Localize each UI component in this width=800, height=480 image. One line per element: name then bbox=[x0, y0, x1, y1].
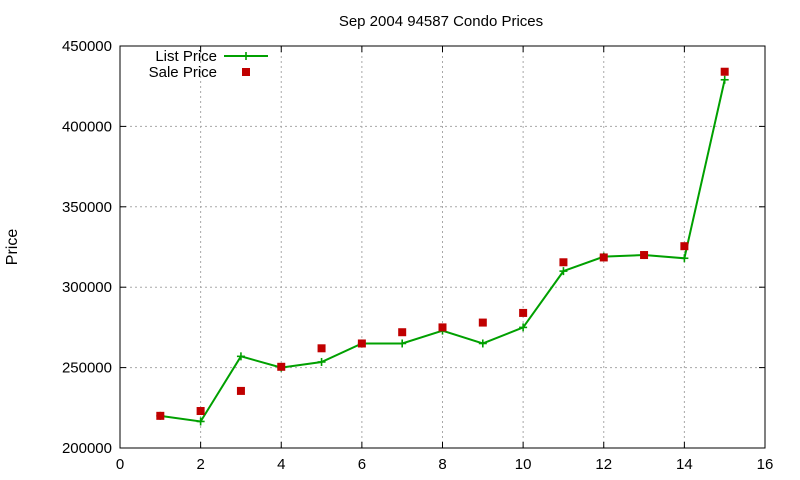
sale-price-point bbox=[559, 258, 568, 267]
list-price-point bbox=[236, 352, 245, 361]
y-tick-label: 250000 bbox=[62, 360, 112, 377]
y-tick-label: 300000 bbox=[62, 279, 112, 296]
list-price-point bbox=[559, 267, 568, 276]
legend-label: List Price bbox=[155, 48, 217, 65]
sale-price-point bbox=[599, 253, 608, 262]
plot-frame bbox=[119, 45, 766, 449]
y-tick-label: 400000 bbox=[62, 118, 112, 135]
x-tick-label: 14 bbox=[676, 456, 693, 473]
y-axis-label: Price bbox=[4, 229, 21, 266]
x-tick-label: 16 bbox=[757, 456, 774, 473]
sale-price-point bbox=[277, 362, 286, 371]
x-tick-label: 6 bbox=[358, 456, 366, 473]
legend-marker bbox=[242, 68, 250, 76]
list-price-point bbox=[398, 339, 407, 348]
sale-price-point bbox=[357, 339, 366, 348]
x-tick-label: 8 bbox=[438, 456, 446, 473]
list-price-point bbox=[720, 75, 729, 84]
sale-price-point bbox=[720, 67, 729, 76]
sale-price-point bbox=[196, 407, 205, 416]
y-tick-label: 200000 bbox=[62, 440, 112, 457]
legend-marker bbox=[242, 52, 250, 60]
sale-price-point bbox=[519, 308, 528, 317]
y-tick-label: 350000 bbox=[62, 199, 112, 216]
ticks: 0 2 4 6 8 10 12 14 16 200000 250000 300000 350000 400… bbox=[62, 38, 773, 473]
x-tick-label: 4 bbox=[277, 456, 285, 473]
list-price-point bbox=[519, 323, 528, 332]
x-tick-label: 0 bbox=[116, 456, 124, 473]
sale-price-point bbox=[156, 411, 165, 420]
sale-price-point bbox=[640, 251, 649, 260]
chart-title: Sep 2004 94587 Condo Prices bbox=[339, 13, 543, 30]
series-layer bbox=[156, 67, 729, 426]
sale-price-point bbox=[398, 328, 407, 337]
sale-price-point bbox=[478, 318, 487, 327]
list-price-point bbox=[317, 357, 326, 366]
y-tick-label: 450000 bbox=[62, 38, 112, 55]
list-price-point bbox=[680, 254, 689, 263]
list-price-point bbox=[478, 339, 487, 348]
legend-label: Sale Price bbox=[149, 64, 217, 81]
x-tick-label: 12 bbox=[595, 456, 612, 473]
grid bbox=[120, 46, 765, 448]
sale-price-point bbox=[317, 344, 326, 353]
sale-price-point bbox=[680, 242, 689, 251]
x-tick-label: 10 bbox=[515, 456, 532, 473]
list-price-point bbox=[196, 417, 205, 426]
x-tick-label: 2 bbox=[196, 456, 204, 473]
sale-price-point bbox=[438, 323, 447, 332]
sale-price-point bbox=[236, 386, 245, 395]
